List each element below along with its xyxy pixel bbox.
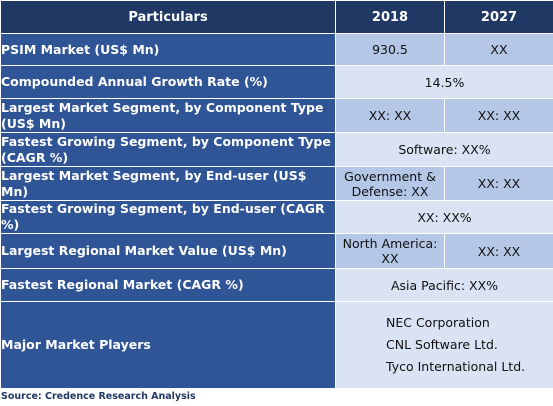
table-row: Fastest Regional Market (CAGR %) Asia Pa… — [0, 268, 553, 302]
table-row: Compounded Annual Growth Rate (%) 14.5% — [0, 65, 553, 99]
value-2027: XX: XX — [444, 233, 553, 269]
player-name: CNL Software Ltd. — [386, 337, 498, 352]
value-2018: North America: XX — [335, 233, 445, 269]
table-row: Largest Market Segment, by End-user (US$… — [0, 166, 553, 201]
major-players-cell: NEC Corporation CNL Software Ltd. Tyco I… — [335, 301, 553, 389]
header-year-2018: 2018 — [335, 0, 445, 34]
source-note: Source: Credence Research Analysis — [0, 388, 553, 404]
row-label: Compounded Annual Growth Rate (%) — [0, 65, 336, 99]
row-label: Largest Market Segment, by End-user (US$… — [0, 166, 336, 201]
header-particulars: Particulars — [0, 0, 336, 34]
value-2027: XX: XX — [444, 166, 553, 201]
value-2018: XX: XX — [335, 98, 445, 133]
row-label: Fastest Growing Segment, by End-user (CA… — [0, 200, 336, 234]
row-label: Major Market Players — [0, 301, 336, 389]
player-name: Tyco International Ltd. — [386, 359, 526, 374]
row-label: Largest Market Segment, by Component Typ… — [0, 98, 336, 133]
value-2027: XX — [444, 33, 553, 66]
table-row: Largest Regional Market Value (US$ Mn) N… — [0, 233, 553, 269]
table-row: Largest Market Segment, by Component Typ… — [0, 98, 553, 133]
value-merged: 14.5% — [335, 65, 553, 99]
value-merged: XX: XX% — [335, 200, 553, 234]
value-2027: XX: XX — [444, 98, 553, 133]
value-merged: Software: XX% — [335, 132, 553, 167]
player-name: NEC Corporation — [386, 315, 490, 330]
row-label: Fastest Regional Market (CAGR %) — [0, 268, 336, 302]
row-label: PSIM Market (US$ Mn) — [0, 33, 336, 66]
header-year-2027: 2027 — [444, 0, 553, 34]
row-label: Largest Regional Market Value (US$ Mn) — [0, 233, 336, 269]
header-row: Particulars 2018 2027 — [0, 0, 553, 34]
value-merged: Asia Pacific: XX% — [335, 268, 553, 302]
value-2018: 930.5 — [335, 33, 445, 66]
table-row: PSIM Market (US$ Mn) 930.5 XX — [0, 33, 553, 66]
table-row: Fastest Growing Segment, by End-user (CA… — [0, 200, 553, 234]
value-2018: Government & Defense: XX — [335, 166, 445, 201]
table-row: Fastest Growing Segment, by Component Ty… — [0, 132, 553, 167]
table-row: Major Market Players NEC Corporation CNL… — [0, 301, 553, 389]
row-label: Fastest Growing Segment, by Component Ty… — [0, 132, 336, 167]
source-row: Source: Credence Research Analysis — [0, 388, 553, 404]
